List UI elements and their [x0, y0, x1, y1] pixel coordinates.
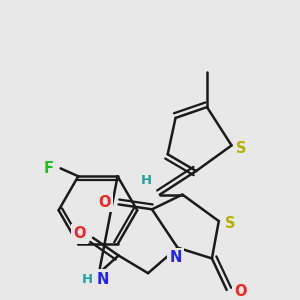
Text: H: H: [140, 174, 152, 187]
Text: N: N: [169, 250, 182, 265]
Text: S: S: [225, 216, 236, 231]
Text: F: F: [44, 161, 54, 176]
Text: S: S: [236, 141, 247, 156]
Text: O: O: [98, 195, 111, 210]
Text: N: N: [97, 272, 109, 286]
Text: O: O: [73, 226, 85, 242]
Text: H: H: [82, 273, 93, 286]
Text: O: O: [234, 284, 247, 299]
